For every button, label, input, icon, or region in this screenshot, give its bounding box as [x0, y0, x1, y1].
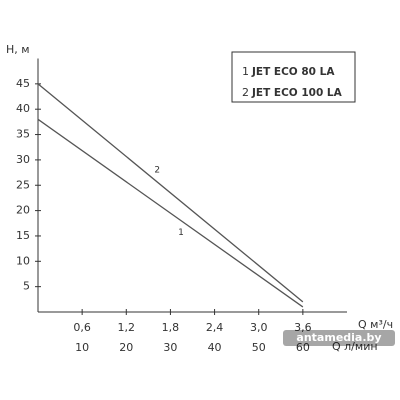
- y-tick-label: 10: [16, 254, 30, 267]
- x-tick-label: 2,4: [206, 321, 224, 334]
- legend-box: [231, 51, 356, 103]
- watermark-bg: [283, 330, 395, 346]
- x2-tick-label: 40: [208, 341, 222, 354]
- x2-tick-label: 60: [296, 341, 310, 354]
- y-tick-label: 45: [16, 77, 30, 90]
- x2-axis-label: Q л/мин: [332, 340, 378, 353]
- y-tick-label: 5: [23, 280, 30, 293]
- y-tick-label: 20: [16, 204, 30, 217]
- legend-label: JET ECO 80 LA: [251, 66, 335, 78]
- legend-number: 1: [242, 65, 249, 78]
- y-tick-label: 35: [16, 128, 30, 141]
- y-axis-label: H, м: [6, 43, 30, 56]
- y-tick-label: 15: [16, 229, 30, 242]
- x-tick-label: 3,6: [294, 321, 312, 334]
- legend-label: JET ECO 100 LA: [251, 87, 343, 99]
- x2-tick-label: 50: [252, 341, 266, 354]
- x-tick-label: 3,0: [250, 321, 268, 334]
- y-tick-label: 40: [16, 102, 30, 115]
- legend-number: 2: [242, 86, 249, 99]
- curve: [37, 118, 304, 308]
- curve-label: 2: [154, 165, 160, 175]
- x-tick-label: 1,8: [162, 321, 180, 334]
- x2-tick-label: 30: [163, 341, 177, 354]
- x-tick-label: 1,2: [118, 321, 136, 334]
- x-axis-label: Q м³/ч: [358, 318, 393, 331]
- x2-tick-label: 20: [119, 341, 133, 354]
- watermark: antamedia.by: [296, 331, 381, 344]
- y-tick-label: 25: [16, 178, 30, 191]
- legend: 1 JET ECO 80 LA2 JET ECO 100 LA: [231, 51, 356, 103]
- y-tick-label: 30: [16, 153, 30, 166]
- x-tick-label: 0,6: [73, 321, 91, 334]
- x2-tick-label: 10: [75, 341, 89, 354]
- curve-label: 1: [178, 228, 184, 238]
- curve: [37, 83, 304, 303]
